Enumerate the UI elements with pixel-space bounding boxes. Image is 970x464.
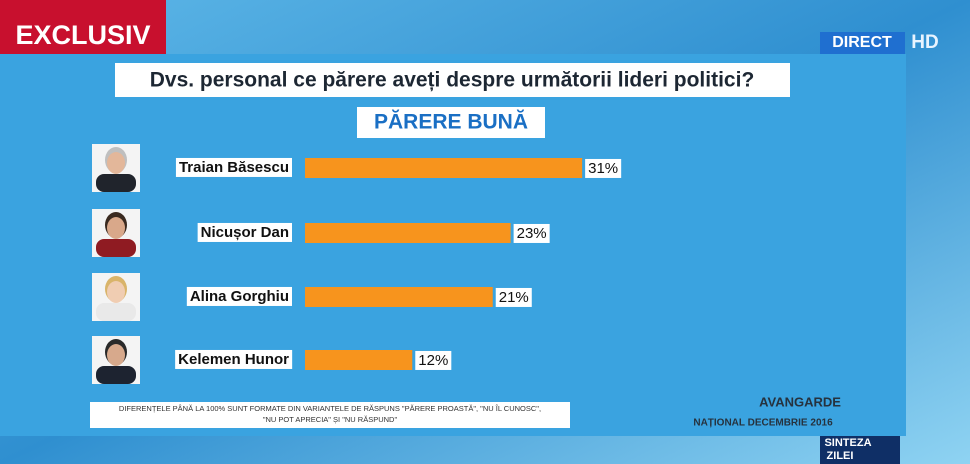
category-label: Traian Băsescu [179,159,289,176]
bar [305,223,511,243]
show-box [820,436,900,464]
portrait-face [107,344,125,366]
portrait-body [96,303,136,321]
note: "NU POT APRECIA" ȘI "NU RĂSPUND" [263,415,398,424]
value-label: 23% [517,225,547,242]
note-box [90,402,570,428]
label-box [513,223,550,243]
note: DIFERENȚELE PÂNĂ LA 100% SUNT FORMATE DI… [119,404,541,413]
value-label: 31% [588,160,618,177]
portrait-face [107,281,125,303]
title-box [115,63,790,97]
show: ZILEI [827,450,854,462]
label-box [585,158,622,178]
label-box [186,286,292,306]
category-label: Kelemen Hunor [178,351,289,368]
label-box [175,349,293,369]
portrait-body [96,366,136,384]
value-label: 21% [499,289,529,306]
hd: HD [911,32,938,53]
portrait-face [107,217,125,239]
bar [305,158,583,178]
portrait-body [96,174,136,192]
category-label: Nicușor Dan [201,224,289,241]
badge-box [0,0,166,54]
live: DIRECT [832,34,892,51]
label-box [197,222,292,242]
live-box [820,32,905,54]
value-label: 12% [418,352,448,369]
source: AVANGARDE [759,394,841,409]
portrait-body [96,239,136,257]
label-box [495,287,532,307]
bar [305,287,493,307]
portrait-face [107,152,125,174]
source-date: NAȚIONAL DECEMBRIE 2016 [693,418,833,429]
label-box [415,350,452,370]
chart-title: Dvs. personal ce părere aveți despre urm… [150,69,755,92]
badge: EXCLUSIV [15,20,150,50]
show: SINTEZA [824,437,871,449]
bar [305,350,413,370]
label-box [175,157,292,177]
subtitle: PĂRERE BUNĂ [374,111,528,134]
category-label: Alina Gorghiu [190,288,289,305]
subtitle-box [357,107,545,138]
